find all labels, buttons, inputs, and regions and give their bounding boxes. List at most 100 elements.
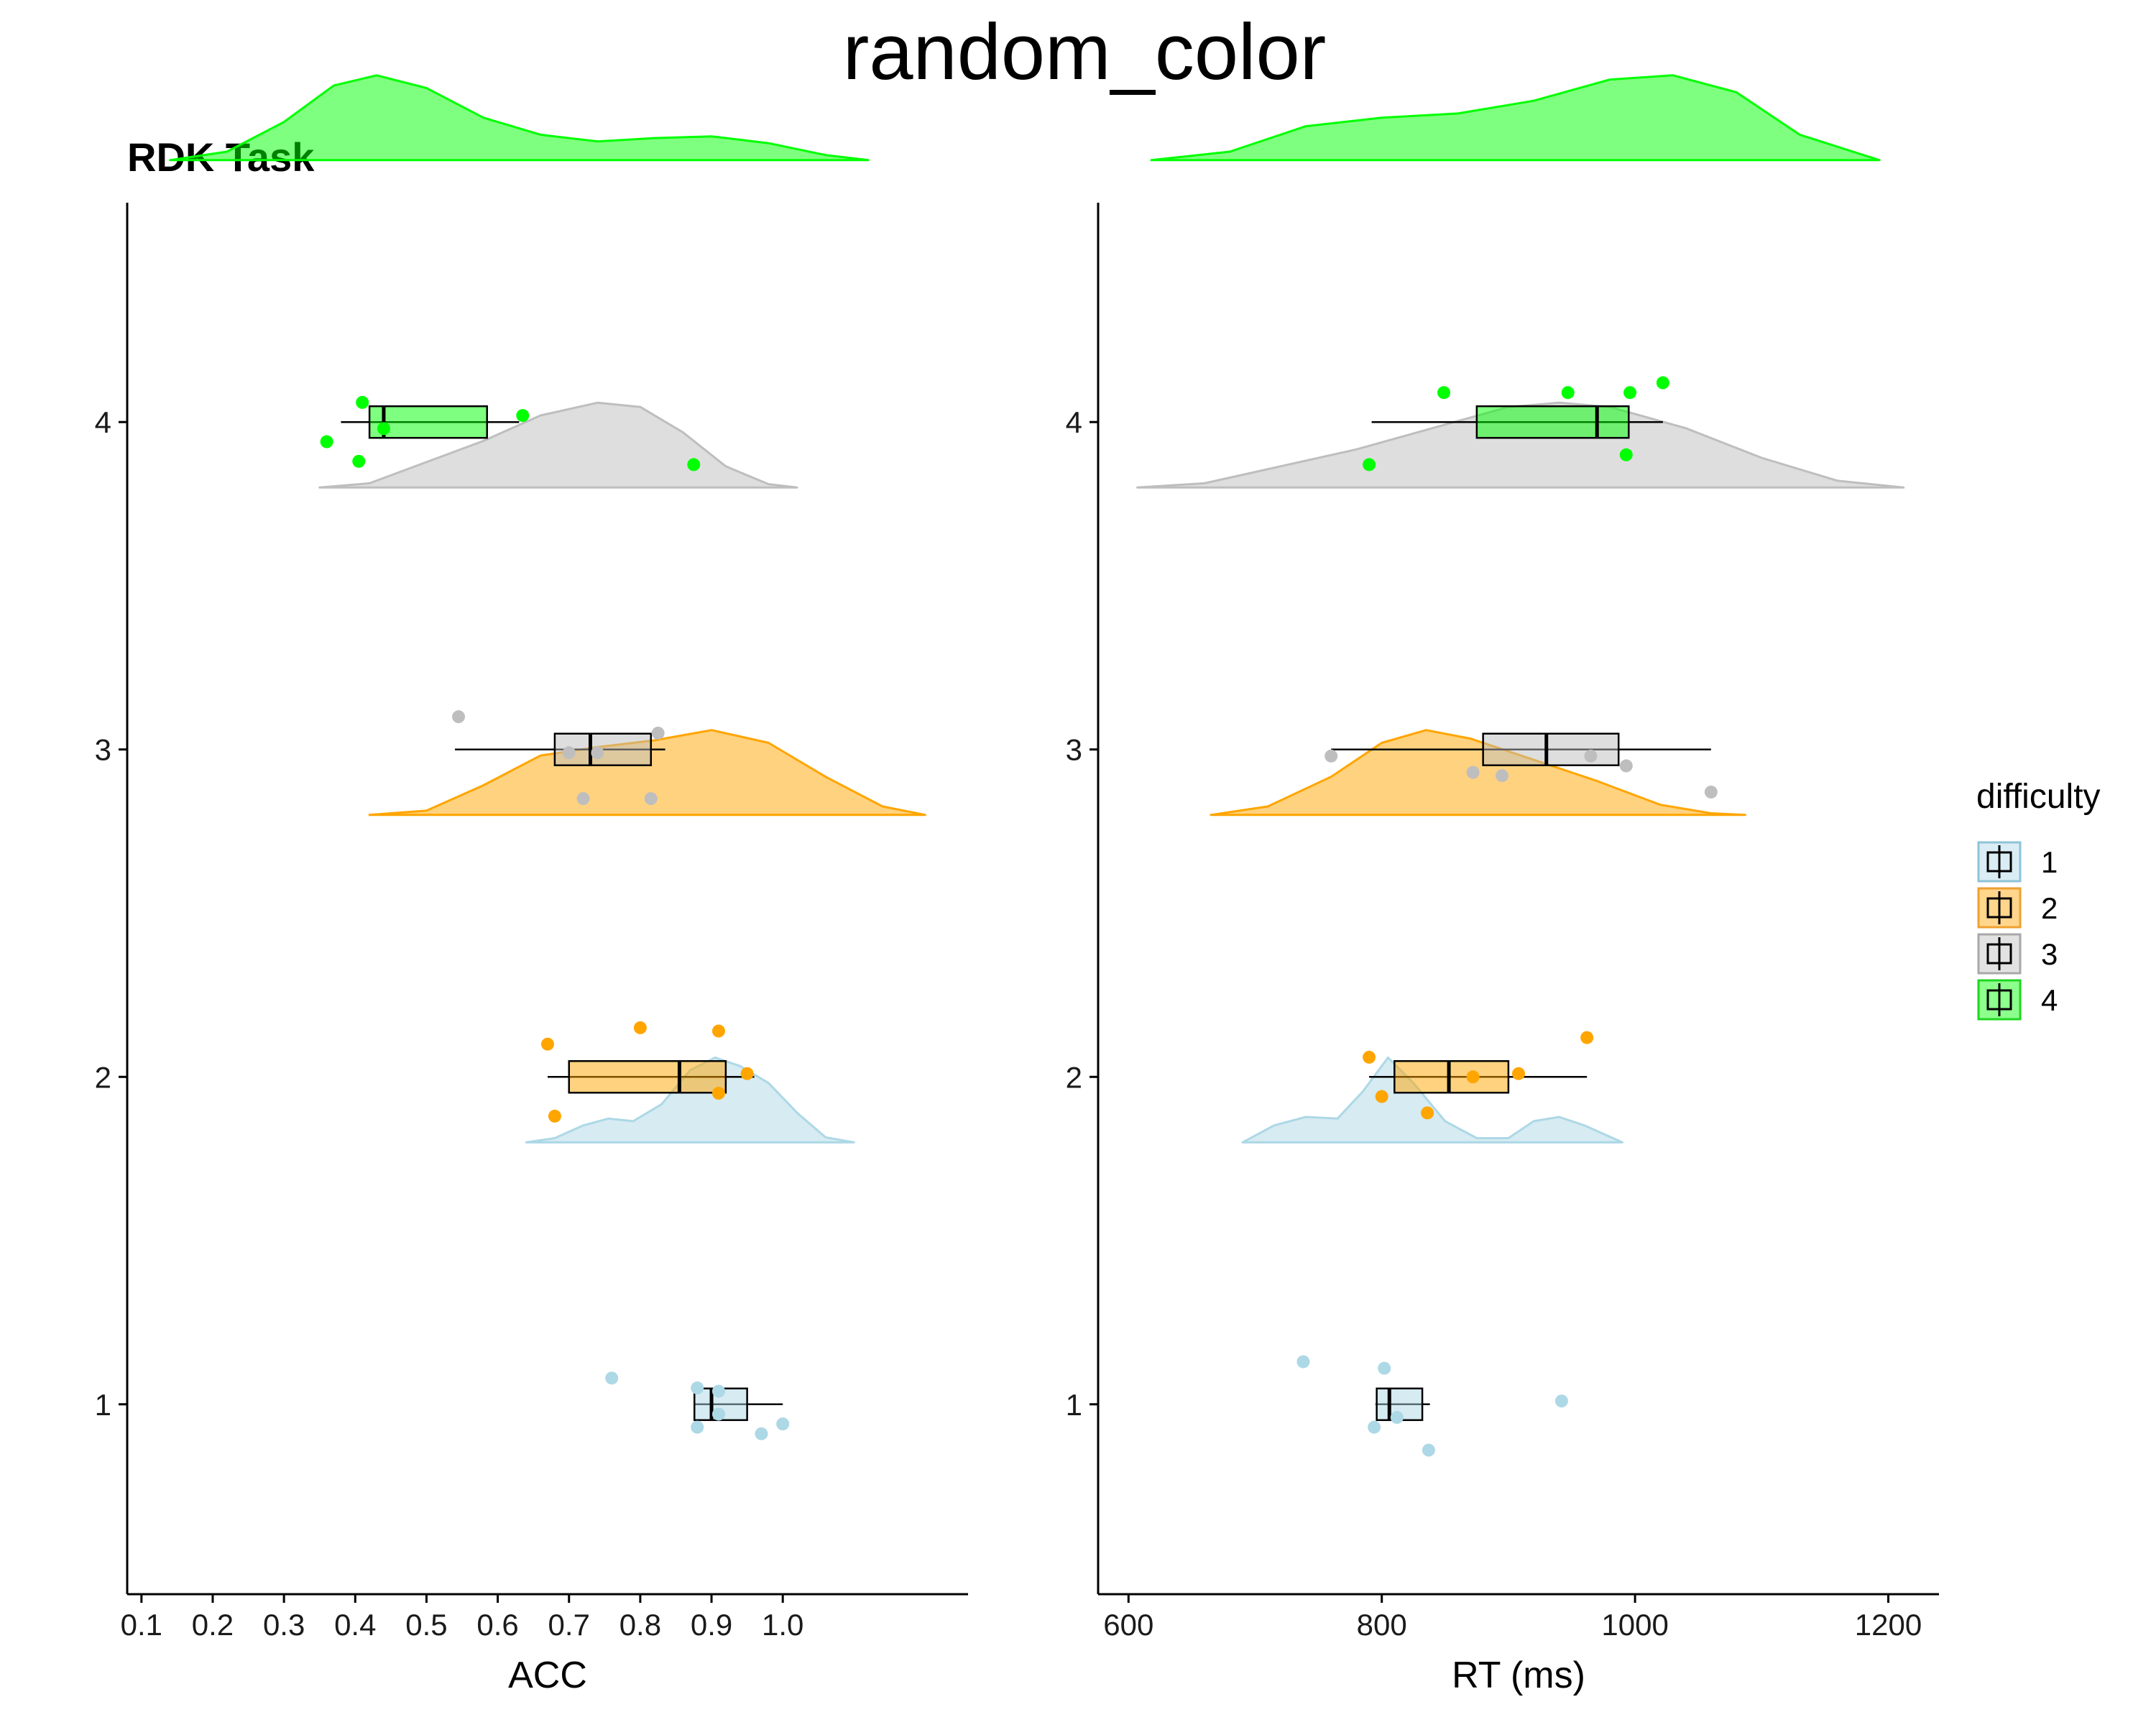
- group-difficulty-2: [1210, 729, 1746, 1120]
- data-point: [691, 1381, 704, 1395]
- data-point: [516, 409, 530, 423]
- data-point: [644, 792, 658, 806]
- data-point: [1466, 765, 1480, 779]
- legend-key-3: 3: [1977, 933, 2058, 975]
- legend-label: 2: [2041, 891, 2058, 925]
- data-point: [1584, 749, 1598, 763]
- data-point: [651, 726, 665, 740]
- data-point: [1437, 386, 1451, 400]
- y-tick-label: 3: [1066, 733, 1082, 767]
- data-point: [1325, 749, 1338, 763]
- data-point: [1561, 386, 1575, 400]
- legend-label: 1: [2041, 845, 2058, 879]
- x-tick-label: 1200: [1855, 1608, 1922, 1642]
- data-point: [687, 458, 701, 472]
- group-difficulty-3: [318, 401, 798, 806]
- density-cloud: [368, 729, 926, 816]
- data-point: [356, 395, 369, 409]
- x-tick-label: 0.2: [192, 1608, 234, 1642]
- data-point: [352, 454, 366, 468]
- data-point: [1363, 458, 1376, 472]
- data-point: [1375, 1090, 1388, 1103]
- data-point: [1704, 785, 1718, 799]
- acc-panel: 1 2 3 4 0.1 0.2 0.3 0.4 0.5 0.6 0.7 0.8 0.9 1.0 ACC: [95, 74, 968, 1696]
- group-difficulty-1: [525, 1056, 855, 1440]
- figure-title: random_color: [843, 8, 1327, 96]
- data-point: [755, 1427, 768, 1440]
- y-tick-label: 1: [1066, 1388, 1082, 1422]
- box: [568, 1060, 727, 1094]
- x-tick-label: 0.3: [263, 1608, 305, 1642]
- y-tick-label: 4: [1066, 405, 1082, 439]
- data-point: [591, 746, 604, 760]
- x-tick-label: 0.6: [476, 1608, 518, 1642]
- rt-panel: 1 2 3 4 600 800 1000 1200 RT (ms): [1066, 74, 1939, 1696]
- data-point: [1619, 759, 1633, 773]
- x-tick-label: 1000: [1601, 1608, 1668, 1642]
- data-point: [541, 1037, 554, 1051]
- x-tick-label: 0.5: [405, 1608, 447, 1642]
- y-tick-label: 2: [95, 1060, 111, 1094]
- x-axis-title: ACC: [508, 1655, 587, 1696]
- group-difficulty-1: [1241, 1056, 1623, 1457]
- data-point: [633, 1021, 647, 1034]
- legend-key-1: 1: [1977, 841, 2058, 883]
- x-tick-label: 600: [1103, 1608, 1153, 1642]
- data-point: [452, 710, 466, 724]
- data-point: [320, 435, 333, 448]
- group-difficulty-4: [169, 74, 870, 472]
- data-point: [562, 746, 576, 760]
- x-tick-label: 0.8: [619, 1608, 661, 1642]
- legend-key-2: 2: [1977, 887, 2058, 929]
- x-axis-title: RT (ms): [1452, 1655, 1585, 1696]
- data-point: [711, 1024, 725, 1038]
- legend-title: difficulty: [1976, 778, 2101, 816]
- legend-label: 3: [2041, 937, 2058, 971]
- data-point: [711, 1087, 725, 1100]
- data-point: [1296, 1355, 1310, 1368]
- density-cloud: [1136, 401, 1905, 489]
- box: [1482, 732, 1620, 766]
- legend-label: 4: [2041, 983, 2058, 1017]
- x-tick-label: 0.4: [334, 1608, 376, 1642]
- data-point: [605, 1371, 619, 1385]
- y-tick-label: 4: [95, 405, 111, 439]
- y-tick-label: 1: [95, 1388, 111, 1422]
- data-point: [1580, 1031, 1594, 1044]
- difficulty-legend: difficulty 1 2 3 4: [1976, 778, 2101, 1021]
- x-tick-label: 0.1: [121, 1608, 162, 1642]
- box: [1393, 1060, 1510, 1094]
- data-point: [377, 422, 390, 436]
- x-tick-label: 0.9: [691, 1608, 732, 1642]
- group-difficulty-2: [368, 729, 926, 1123]
- data-point: [1378, 1361, 1391, 1375]
- density-cloud: [318, 401, 798, 489]
- data-point: [691, 1420, 704, 1434]
- data-point: [1363, 1050, 1376, 1064]
- density-cloud: [1241, 1056, 1623, 1144]
- box: [368, 405, 488, 439]
- data-point: [1623, 386, 1637, 400]
- data-point: [1496, 769, 1509, 783]
- data-point: [1421, 1106, 1434, 1120]
- data-point: [1422, 1443, 1435, 1457]
- data-point: [776, 1417, 790, 1431]
- data-point: [740, 1067, 754, 1080]
- data-point: [1656, 376, 1669, 390]
- data-point: [711, 1384, 725, 1398]
- box: [1475, 405, 1630, 439]
- data-point: [548, 1109, 561, 1123]
- legend-key-4: 4: [1977, 979, 2058, 1021]
- x-tick-label: 0.7: [548, 1608, 590, 1642]
- data-point: [1619, 448, 1633, 461]
- data-point: [1512, 1067, 1525, 1080]
- data-point: [1368, 1420, 1381, 1434]
- density-cloud: [1150, 74, 1881, 162]
- group-difficulty-3: [1136, 401, 1905, 799]
- density-cloud: [169, 74, 870, 162]
- x-tick-label: 800: [1357, 1608, 1407, 1642]
- y-tick-label: 3: [95, 733, 111, 767]
- data-point: [1390, 1411, 1404, 1425]
- data-point: [576, 792, 590, 806]
